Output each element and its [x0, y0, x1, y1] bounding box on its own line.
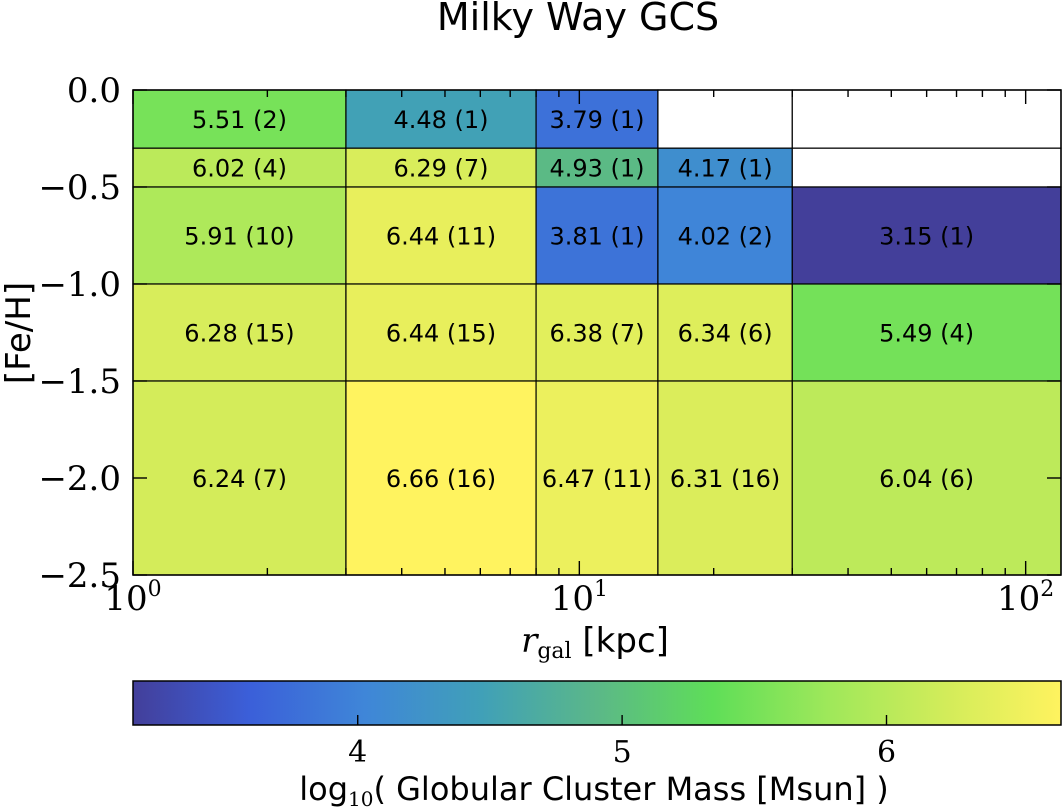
heatmap-cell-label: 6.38 (7): [549, 320, 644, 348]
heatmap-cell: [657, 89, 793, 149]
heatmap-cell: [791, 283, 1062, 382]
heatmap-cell-label: 3.79 (1): [549, 106, 644, 134]
x-axis-symbol: r: [521, 621, 539, 661]
heatmap-cell: [535, 147, 659, 188]
colorbar-label-sub: 10: [348, 787, 373, 811]
colorbar-gradient: [132, 680, 1062, 726]
heatmap-cell-labels: 5.51 (2) 4.48 (1) 3.79 (1) 6.02 (4) 6.29 (7)…: [184, 106, 974, 493]
heatmap-cell-label: 6.44 (15): [386, 320, 496, 348]
heatmap-cell: [791, 89, 1062, 149]
heatmap-cell-label: 5.91 (10): [184, 223, 294, 251]
colorbar-label: log10( Globular Cluster Mass [Msun] ): [299, 770, 889, 811]
heatmap-cell: [345, 380, 537, 576]
chart-title: Milky Way GCS: [437, 0, 719, 39]
heatmap-cell: [535, 380, 659, 576]
y-tick-label: −1.5: [38, 362, 121, 402]
x-axis-subscript: gal: [537, 639, 571, 664]
colorbar-tick-label: 6: [877, 735, 896, 770]
colorbar-tick-label: 5: [613, 735, 632, 770]
heatmap-cell-label: 5.51 (2): [192, 106, 287, 134]
heatmap-cell-label: 3.15 (1): [879, 223, 974, 251]
heatmap-cell: [791, 186, 1062, 285]
heatmap-cell-label: 4.02 (2): [678, 223, 773, 251]
colorbar: 4 5 6: [132, 680, 1062, 770]
x-tick-labels: 100 101 102: [104, 577, 1054, 619]
y-tick-label: −2.5: [38, 556, 121, 596]
heatmap-cell: [345, 283, 537, 382]
x-tick-label: 102: [997, 577, 1054, 619]
heatmap-cell-label: 6.31 (16): [670, 465, 780, 493]
y-tick-labels: 0.0 −0.5 −1.0 −1.5 −2.0 −2.5: [38, 71, 121, 596]
colorbar-label-text: ( Globular Cluster Mass [Msun] ): [373, 770, 888, 808]
heatmap-cell: [791, 147, 1062, 188]
heatmap-cell-label: 4.93 (1): [549, 155, 644, 183]
heatmap-cell-label: 6.44 (11): [386, 223, 496, 251]
heatmap-cell: [345, 186, 537, 285]
heatmap-cell-label: 6.29 (7): [393, 155, 488, 183]
heatmap-cell-label: 6.28 (15): [184, 320, 294, 348]
heatmap-cell: [657, 283, 793, 382]
heatmap-cell-label: 6.66 (16): [386, 465, 496, 493]
y-tick-label: −2.0: [38, 459, 121, 499]
heatmap-cell-label: 3.81 (1): [549, 223, 644, 251]
y-tick-label: 0.0: [67, 71, 121, 111]
heatmap-cell: [132, 380, 347, 576]
heatmap-cell: [132, 89, 347, 149]
heatmap-cell-label: 4.17 (1): [678, 155, 773, 183]
heatmap-cell: [345, 89, 537, 149]
heatmap-cell: [657, 186, 793, 285]
colorbar-tick-label: 4: [348, 735, 367, 770]
heatmap-cell-label: 5.49 (4): [879, 320, 974, 348]
heatmap-cell-label: 6.34 (6): [678, 320, 773, 348]
heatmap-cell-label: 6.47 (11): [542, 465, 652, 493]
x-axis-label: rgal [kpc]: [521, 621, 669, 664]
heatmap-cell: [791, 380, 1062, 576]
heatmap-cell: [535, 283, 659, 382]
x-tick-label: 101: [551, 577, 608, 619]
heatmap-cell-label: 4.48 (1): [393, 106, 488, 134]
heatmap-cell-label: 6.24 (7): [192, 465, 287, 493]
heatmap-cells: [132, 89, 1062, 576]
y-axis-label: [Fe/H]: [0, 282, 39, 384]
x-tick-label: 100: [104, 577, 161, 619]
x-axis-unit: [kpc]: [582, 621, 669, 661]
colorbar-label-prefix: log: [299, 770, 348, 808]
y-tick-label: −1.0: [38, 265, 121, 305]
y-tick-label: −0.5: [38, 168, 121, 208]
heatmap-cell-label: 6.04 (6): [879, 465, 974, 493]
heatmap-cell-label: 6.02 (4): [192, 155, 287, 183]
heatmap-cell: [535, 186, 659, 285]
colorbar-ticks: 4 5 6: [348, 715, 896, 770]
plot-frame: [132, 89, 1062, 576]
